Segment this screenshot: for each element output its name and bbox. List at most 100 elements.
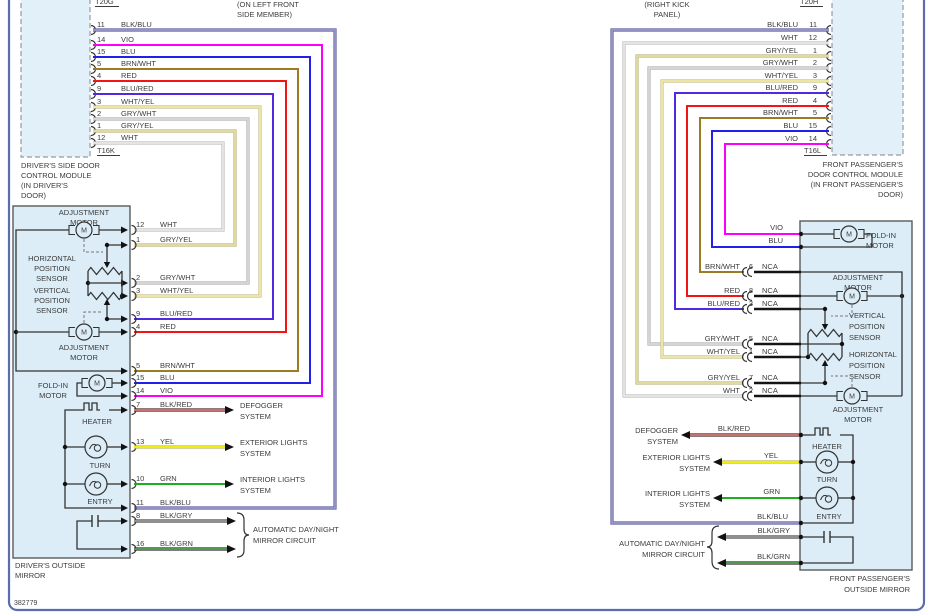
connector-arc-icon bbox=[746, 390, 753, 402]
wire-color-label: BLK/RED bbox=[160, 400, 193, 409]
component-label: POSITION bbox=[849, 322, 885, 331]
wire-color-label: BLK/BLU bbox=[767, 20, 798, 29]
wire-color-label: BLK/GRN bbox=[757, 552, 790, 561]
module-location: (RIGHT KICK bbox=[644, 0, 689, 9]
connector-label: T16L bbox=[804, 146, 821, 155]
lamp-filament bbox=[824, 495, 833, 503]
lamp-filament bbox=[820, 494, 829, 501]
wire-right-BLU-RED bbox=[674, 92, 829, 310]
wire-color-label: VIO bbox=[785, 134, 798, 143]
system-label: SYSTEM bbox=[679, 464, 710, 473]
connector-arc-icon bbox=[746, 290, 753, 302]
wire-color-label: YEL bbox=[160, 437, 174, 446]
component-label: HORIZONTAL bbox=[28, 254, 76, 263]
junction-dot bbox=[798, 244, 804, 250]
mirror-box bbox=[12, 205, 131, 559]
circuit-line bbox=[76, 520, 121, 550]
resistor-icon bbox=[87, 291, 123, 301]
wire-color-label: BLU/RED bbox=[160, 309, 193, 318]
pin-number: 2 bbox=[813, 58, 817, 67]
connector-arc-icon bbox=[746, 266, 753, 278]
component-label: MOTOR bbox=[844, 283, 872, 292]
wire-color-label: GRY/WHT bbox=[160, 273, 196, 282]
wire-right-GRY-WHT bbox=[648, 67, 829, 345]
component-label: HEATER bbox=[812, 442, 842, 451]
wire-color-label: GRY/WHT bbox=[763, 58, 799, 67]
pin-arrow-icon bbox=[121, 379, 128, 387]
module-location: (ON LEFT FRONT bbox=[237, 0, 299, 9]
wire-color-label: BRN/WHT bbox=[160, 361, 195, 370]
resistor-icon bbox=[87, 266, 123, 276]
component-label: TURN bbox=[90, 461, 111, 470]
connector-arc-icon bbox=[741, 377, 748, 389]
wire-left-WHT-YEL bbox=[93, 106, 261, 297]
pin-number: 3 bbox=[97, 97, 101, 106]
wire-color-label: GRY/YEL bbox=[766, 46, 798, 55]
pin-arrow-icon bbox=[121, 328, 128, 336]
junction-dot bbox=[798, 520, 804, 526]
system-label: AUTOMATIC DAY/NIGHT bbox=[253, 525, 339, 534]
nca-label: NCA bbox=[762, 373, 778, 382]
pin-number: 5 bbox=[813, 108, 817, 117]
motor-m: M bbox=[81, 330, 87, 337]
component-label: SENSOR bbox=[36, 274, 68, 283]
wire-color-label: BLK/GRY bbox=[160, 511, 192, 520]
component-label: MOTOR bbox=[866, 241, 894, 250]
pin-number: 4 bbox=[813, 96, 817, 105]
connector-label: T16K bbox=[97, 146, 115, 155]
lamp-icon bbox=[815, 486, 839, 510]
pin-arrow-icon bbox=[121, 367, 128, 375]
pin-arrow-icon bbox=[121, 315, 128, 323]
mirror-name: FRONT PASSENGER'S bbox=[830, 574, 910, 583]
component-label: HORIZONTAL bbox=[849, 350, 897, 359]
pin-number: 4 bbox=[136, 322, 140, 331]
wire-color-label: BLU/RED bbox=[707, 299, 740, 308]
pin-number: 15 bbox=[809, 121, 817, 130]
pin-number: 9 bbox=[97, 84, 101, 93]
component-label: ENTRY bbox=[87, 497, 112, 506]
motor-icon bbox=[88, 374, 106, 392]
right-harness-wires bbox=[610, 28, 829, 525]
wire-right-BLK-BLU bbox=[611, 29, 829, 524]
pin-number: 15 bbox=[136, 373, 144, 382]
system-label: DEFOGGER bbox=[240, 401, 284, 410]
connector-arc-icon bbox=[131, 224, 137, 236]
wire-left-BLU-RED bbox=[93, 93, 274, 320]
component-label: TURN bbox=[817, 475, 838, 484]
pin-number: 3 bbox=[136, 286, 140, 295]
pin-number: 14 bbox=[809, 134, 817, 143]
wire-color-label: RED bbox=[121, 71, 137, 80]
wiper-arrow-icon bbox=[103, 299, 111, 305]
connector-arc-icon bbox=[746, 303, 753, 315]
circuit-line bbox=[802, 233, 873, 248]
nca-label: NCA bbox=[762, 386, 778, 395]
wire-color-label: WHT bbox=[160, 220, 177, 229]
module-name: DRIVER'S SIDE DOOR bbox=[21, 161, 101, 170]
heater-element-icon bbox=[81, 402, 100, 411]
wire-color-label: RED bbox=[160, 322, 176, 331]
arrow-left-icon bbox=[713, 458, 722, 466]
nca-label: NCA bbox=[762, 299, 778, 308]
heater-element-icon bbox=[812, 427, 831, 436]
pin-arrow-icon bbox=[121, 443, 128, 451]
wire-color-label: BLU bbox=[121, 47, 136, 56]
junction-dot bbox=[104, 242, 110, 248]
wire-color-label: WHT bbox=[723, 386, 740, 395]
connector-arc-icon bbox=[131, 502, 137, 514]
wire-color-label: BLK/BLU bbox=[160, 498, 191, 507]
wire-color-label: VIO bbox=[160, 386, 173, 395]
wire-color-label: GRN bbox=[160, 474, 177, 483]
pin-number: 10 bbox=[136, 474, 144, 483]
pin-number: 14 bbox=[136, 386, 144, 395]
wire-right-BRN-WHT bbox=[699, 117, 829, 273]
wire-color-label: RED bbox=[782, 96, 798, 105]
component-label: HEATER bbox=[82, 417, 112, 426]
system-label: EXTERIOR LIGHTS bbox=[642, 453, 710, 462]
right-nca-rows: BRN/WHT 6 NCA RED 8 NCA BLU/RED 3 NCA GRY/WHT 5 NCA… bbox=[705, 262, 801, 402]
wire-color-label: WHT/YEL bbox=[160, 286, 193, 295]
junction-dot bbox=[104, 316, 110, 322]
connector-arc-icon bbox=[746, 338, 753, 350]
lamp-filament bbox=[93, 481, 102, 489]
